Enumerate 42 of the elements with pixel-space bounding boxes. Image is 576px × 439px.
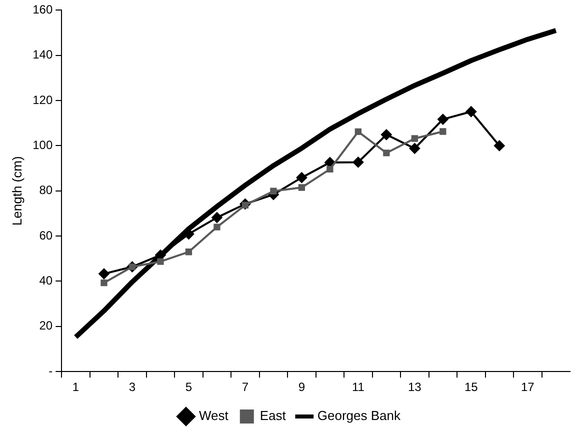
point <box>440 128 446 135</box>
point <box>185 248 192 256</box>
point <box>211 212 222 224</box>
point <box>298 184 306 191</box>
x-tick-label: 7 <box>242 380 249 394</box>
x-tick-label: 11 <box>352 380 365 394</box>
y-tick-label: 100 <box>32 138 53 152</box>
y-tick-label: 20 <box>39 318 53 333</box>
y-tick-label: 60 <box>39 228 53 242</box>
point <box>494 140 505 152</box>
x-tick-label: 9 <box>298 380 306 394</box>
point <box>214 224 220 230</box>
point <box>354 128 362 136</box>
x-tick-label: 13 <box>408 380 422 394</box>
point <box>383 150 390 156</box>
x-tick-label: 1 <box>72 380 80 394</box>
x-tick-label: 3 <box>128 380 136 394</box>
point <box>380 129 392 140</box>
legend-label: West <box>199 408 229 424</box>
point <box>270 188 277 194</box>
x-tick-label: 5 <box>185 380 192 394</box>
y-tick-label: 120 <box>32 92 53 107</box>
y-tick-label: 80 <box>39 183 53 198</box>
point <box>326 166 334 173</box>
point <box>352 156 364 168</box>
y-axis-title: Length (cm) <box>9 156 24 226</box>
y-tick-label: 40 <box>39 274 53 288</box>
point <box>157 258 164 265</box>
point <box>296 172 308 184</box>
y-tick-label: - <box>48 364 53 378</box>
x-tick-label: 17 <box>520 380 535 394</box>
y-tick-label: 140 <box>32 48 53 62</box>
legend-label: East <box>260 408 286 424</box>
point <box>411 135 418 142</box>
point <box>100 280 108 286</box>
point <box>437 114 448 125</box>
point <box>98 268 110 280</box>
y-tick-label: 160 <box>32 2 53 17</box>
point <box>466 106 477 118</box>
point <box>409 142 420 154</box>
legend-label: Georges Bank <box>317 408 401 424</box>
x-tick-label: 15 <box>464 380 478 394</box>
